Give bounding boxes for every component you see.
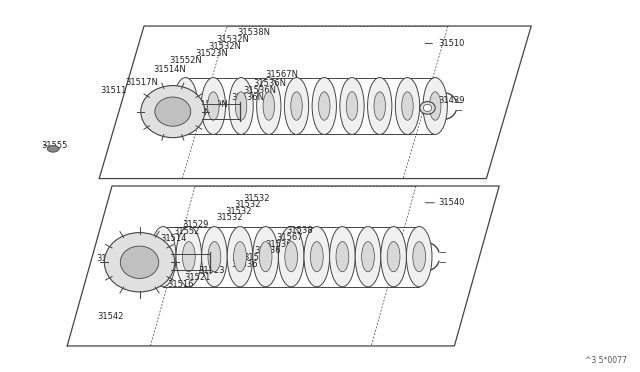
Circle shape (47, 145, 59, 152)
Ellipse shape (402, 92, 413, 120)
Text: 31439: 31439 (438, 96, 465, 105)
Text: 31538N: 31538N (237, 28, 270, 37)
Ellipse shape (157, 242, 170, 272)
Text: 31517: 31517 (96, 254, 122, 263)
Ellipse shape (104, 232, 175, 292)
Ellipse shape (236, 92, 247, 120)
Text: 31532N: 31532N (216, 35, 249, 44)
Text: 31536: 31536 (243, 253, 270, 262)
Ellipse shape (208, 242, 221, 272)
Ellipse shape (374, 92, 385, 120)
Text: 31536N: 31536N (232, 93, 265, 102)
Text: 31532N: 31532N (208, 42, 241, 51)
Ellipse shape (141, 86, 205, 138)
Text: 31510: 31510 (438, 39, 465, 48)
Ellipse shape (346, 92, 358, 120)
Ellipse shape (229, 78, 253, 135)
Text: 31516N: 31516N (159, 115, 191, 124)
Ellipse shape (201, 78, 225, 135)
Text: 31523N: 31523N (195, 49, 228, 58)
Ellipse shape (355, 227, 381, 287)
Text: 31552: 31552 (173, 227, 199, 236)
Ellipse shape (176, 227, 202, 287)
Ellipse shape (423, 78, 447, 135)
Ellipse shape (381, 227, 406, 287)
Text: 31542: 31542 (97, 312, 124, 321)
Text: 31567: 31567 (276, 233, 303, 242)
Ellipse shape (424, 104, 432, 111)
Text: 31536: 31536 (266, 240, 292, 248)
Text: 31536: 31536 (232, 260, 259, 269)
Ellipse shape (253, 227, 278, 287)
Text: 31517N: 31517N (125, 78, 157, 87)
Ellipse shape (202, 227, 227, 287)
Ellipse shape (420, 102, 435, 114)
Ellipse shape (207, 92, 219, 120)
Text: 31523: 31523 (198, 266, 225, 275)
Ellipse shape (413, 242, 426, 272)
Ellipse shape (284, 78, 308, 135)
Ellipse shape (227, 227, 253, 287)
Text: 31536N: 31536N (243, 86, 276, 95)
Ellipse shape (310, 242, 323, 272)
Text: 31532: 31532 (225, 207, 252, 216)
Text: 31536N: 31536N (253, 79, 286, 88)
Ellipse shape (396, 78, 420, 135)
Ellipse shape (387, 242, 400, 272)
Ellipse shape (406, 227, 432, 287)
Ellipse shape (319, 92, 330, 120)
Text: 31514N: 31514N (154, 65, 186, 74)
Text: 31511: 31511 (100, 86, 127, 94)
Ellipse shape (367, 78, 392, 135)
Ellipse shape (336, 242, 349, 272)
Ellipse shape (120, 246, 159, 278)
Text: 31536: 31536 (255, 246, 282, 255)
Ellipse shape (234, 242, 246, 272)
Ellipse shape (259, 242, 272, 272)
Ellipse shape (173, 78, 198, 135)
Ellipse shape (362, 242, 374, 272)
Ellipse shape (263, 92, 275, 120)
Text: ^3 5*0077: ^3 5*0077 (586, 356, 627, 365)
Text: 31567N: 31567N (266, 70, 299, 79)
Text: 31540: 31540 (438, 198, 465, 207)
Ellipse shape (429, 92, 441, 120)
Text: 31521: 31521 (184, 273, 211, 282)
Ellipse shape (278, 227, 304, 287)
Ellipse shape (304, 227, 330, 287)
Text: 31514: 31514 (160, 234, 186, 243)
Text: 31538: 31538 (287, 226, 314, 235)
Text: 31521N: 31521N (178, 108, 211, 117)
Ellipse shape (330, 227, 355, 287)
Ellipse shape (155, 97, 191, 126)
Ellipse shape (291, 92, 302, 120)
Text: 31529N: 31529N (195, 100, 228, 109)
Ellipse shape (285, 242, 298, 272)
Text: 31529: 31529 (182, 220, 209, 229)
Ellipse shape (180, 92, 191, 120)
Text: 31532: 31532 (234, 200, 260, 209)
Ellipse shape (150, 227, 176, 287)
Ellipse shape (257, 78, 281, 135)
Ellipse shape (340, 78, 364, 135)
Text: 31516: 31516 (168, 280, 194, 289)
Text: 31552N: 31552N (170, 56, 202, 65)
Ellipse shape (182, 242, 195, 272)
Text: 31532: 31532 (216, 214, 243, 222)
Ellipse shape (312, 78, 337, 135)
Text: 31555: 31555 (42, 141, 68, 150)
Text: 31532: 31532 (243, 194, 269, 203)
